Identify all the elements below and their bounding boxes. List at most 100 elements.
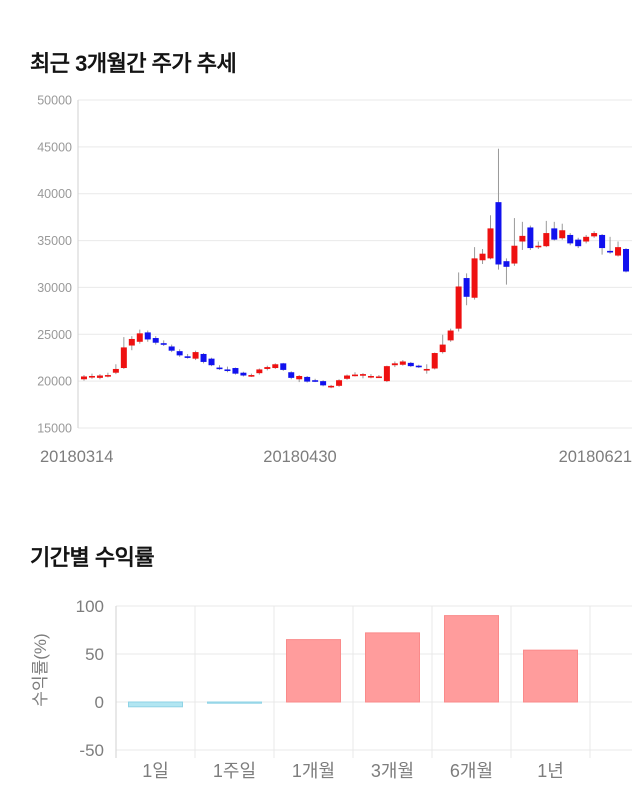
candle-body-down [152, 338, 159, 343]
candle-body-up [479, 253, 486, 261]
returns-category-label: 1일 [142, 761, 169, 781]
price-y-tick-label: 25000 [37, 328, 72, 342]
price-x-tick-label: 20180314 [40, 448, 113, 466]
candle-body-up [431, 353, 438, 369]
candle-body-up [367, 375, 374, 378]
candle-body-down [240, 372, 247, 376]
candle-body-down [463, 278, 470, 297]
candle-body-down [320, 381, 327, 386]
candle-body-up [535, 245, 542, 248]
candle-body-down [184, 356, 191, 358]
candle-body-down [599, 234, 606, 249]
return-bar-negative [128, 701, 183, 708]
candle-body-up [120, 347, 127, 369]
candle-body-up [375, 376, 382, 379]
candle-body-down [415, 365, 422, 368]
return-bar-negative [207, 701, 262, 704]
candle-body-up [519, 235, 526, 242]
candle-body-down [280, 363, 287, 370]
candle-body-up [359, 374, 366, 376]
candle-body-up [423, 368, 430, 371]
candle-body-up [543, 233, 550, 247]
candle-body-up [591, 233, 598, 237]
price-y-tick-label: 45000 [37, 140, 72, 154]
price-y-tick-label: 30000 [37, 281, 72, 295]
candle-body-up [296, 375, 303, 380]
candle-body-up [391, 363, 398, 366]
returns-y-tick-label: 50 [85, 645, 104, 664]
candle-body-down [623, 249, 630, 272]
returns-category-label: 1주일 [213, 761, 256, 781]
candle-body-down [168, 346, 175, 351]
candle-body-up [352, 374, 358, 377]
candle-body-down [224, 369, 231, 372]
price-y-tick-label: 35000 [37, 234, 72, 248]
candle-body-up [112, 368, 119, 373]
candle-body-up [344, 375, 351, 379]
candle-body-up [439, 344, 446, 353]
candle-body-up [487, 228, 494, 259]
price-x-tick-label: 20180621 [559, 448, 632, 466]
candle-body-up [471, 258, 478, 298]
candle-body-down [216, 367, 223, 370]
candle-body-down [176, 351, 183, 356]
candle-body-down [160, 343, 167, 345]
candle-body-up [383, 366, 390, 382]
candle-body-up [399, 361, 406, 365]
return-bar-positive [365, 632, 420, 703]
returns-bar-chart: 100 50 0 -50 1일 1주일 1개월 3개월 6개월 1년 수익률(%) [31, 597, 632, 781]
candle-body-up [136, 333, 143, 342]
candle-body-down [551, 228, 558, 240]
candle-body-up [447, 330, 454, 341]
candle-body-down [304, 376, 311, 382]
candle-body-down [144, 332, 151, 340]
candle-body-up [104, 375, 111, 377]
candle-body-up [96, 375, 103, 378]
returns-category-label: 1개월 [292, 761, 335, 781]
price-y-tick-label: 50000 [37, 94, 72, 108]
candle-body-up [559, 230, 566, 239]
candle-body-up [272, 364, 279, 369]
candle-body-up [328, 385, 335, 388]
candle-body-up [80, 376, 87, 380]
returns-chart-title: 기간별 수익률 [30, 545, 155, 571]
price-x-tick-label: 20180430 [263, 448, 336, 466]
candle-body-down [527, 227, 534, 249]
candle-body-up [455, 286, 462, 329]
candle-body-up [256, 369, 263, 374]
price-y-tick-label: 15000 [37, 422, 72, 436]
returns-y-axis-label: 수익률(%) [31, 633, 50, 706]
candle-body-down [232, 368, 239, 374]
returns-category-label: 6개월 [450, 761, 493, 781]
candle-body-up [583, 236, 590, 242]
candle-body-up [88, 375, 95, 378]
return-bar-positive [444, 615, 499, 703]
candle-body-down [407, 362, 414, 367]
returns-category-label: 3개월 [371, 761, 414, 781]
candle-body-down [288, 372, 295, 378]
returns-y-tick-label: 0 [95, 693, 104, 712]
candle-body-down [495, 202, 502, 265]
candle-body-down [607, 250, 614, 253]
candle-body-down [208, 358, 215, 366]
returns-y-tick-label: -50 [79, 741, 104, 760]
price-candlestick-chart: 50000 45000 40000 35000 30000 25000 20000 15000… [37, 94, 632, 466]
candle-body-down [575, 239, 582, 247]
candle-body-up [248, 375, 255, 377]
price-y-tick-label: 20000 [37, 375, 72, 389]
price-chart-title: 최근 3개월간 주가 추세 [30, 51, 237, 77]
return-bar-positive [523, 649, 578, 703]
candle-body-down [200, 353, 207, 362]
return-bar-positive [286, 639, 341, 703]
candle-body-up [511, 245, 518, 264]
candle-body-down [503, 261, 510, 267]
candle-body-down [567, 234, 574, 244]
candle-body-up [192, 352, 199, 359]
candle-body-up [615, 247, 622, 256]
returns-category-label: 1년 [537, 761, 564, 781]
candle-body-up [128, 338, 135, 346]
candle-body-up [336, 380, 343, 386]
candle-body-down [312, 380, 319, 382]
returns-y-tick-label: 100 [76, 597, 104, 616]
